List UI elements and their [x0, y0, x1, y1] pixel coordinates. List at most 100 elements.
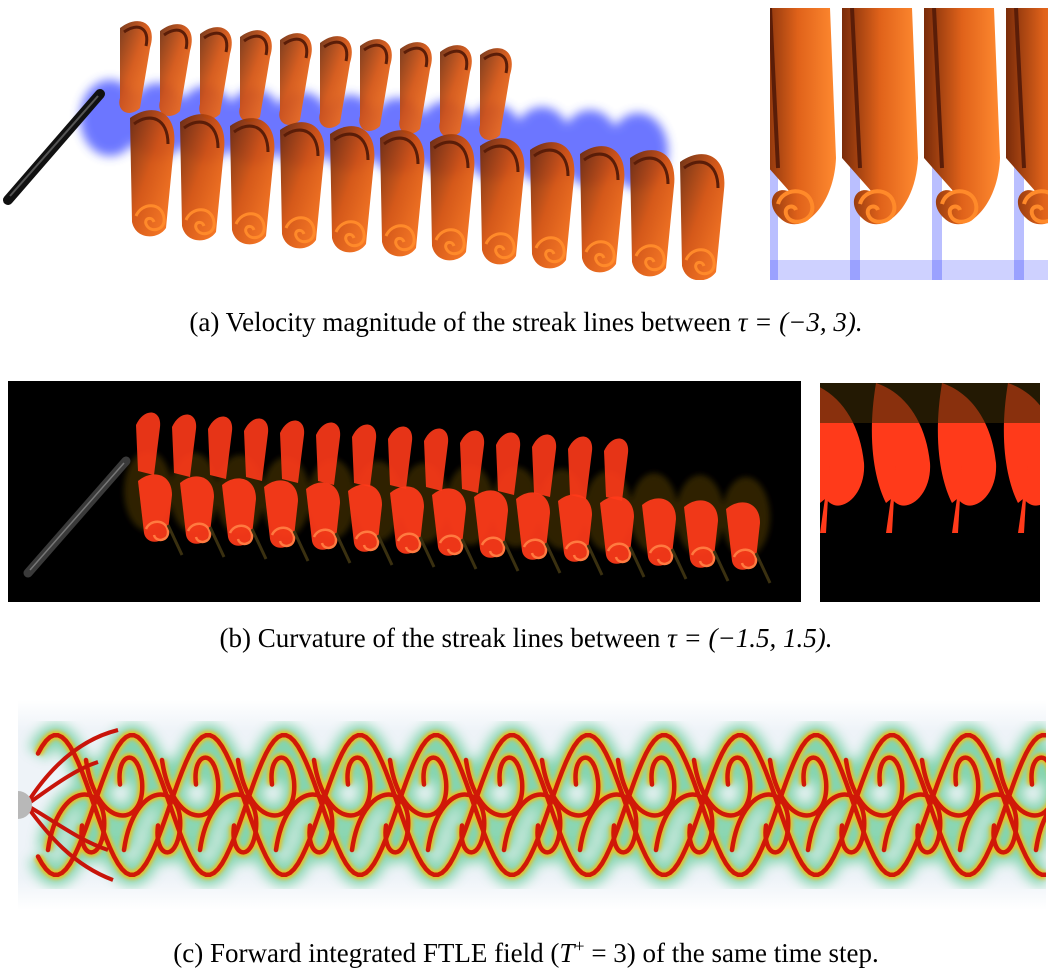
upper-sheet-edge — [203, 31, 229, 53]
curvature-closeup-render — [820, 383, 1040, 602]
lower-sheet-curl — [534, 236, 566, 264]
upper-curvature-sheet — [280, 420, 305, 483]
ftle-ridge-line — [83, 755, 1046, 818]
curvature-curl — [690, 546, 716, 568]
lower-sheet — [680, 154, 725, 280]
curvature-sheets — [136, 412, 772, 584]
lower-sheet — [480, 138, 525, 265]
upper-sheet-edge — [283, 37, 309, 59]
upper-curvature-sheet — [424, 428, 449, 491]
panel-b-main-render — [8, 381, 801, 602]
curvature-trail — [712, 550, 730, 582]
upper-sheet — [279, 33, 312, 125]
upper-curvature-sheet — [352, 424, 377, 487]
lower-sheet — [230, 118, 275, 245]
lower-sheet-curl — [684, 248, 716, 276]
closeup-curvature-filament — [952, 463, 962, 533]
upper-sheet — [319, 36, 352, 128]
curvature-curl — [270, 526, 296, 548]
ftle-field-render — [18, 700, 1046, 910]
caption-c-math2: = 3) — [584, 938, 636, 968]
lower-sheet — [130, 110, 175, 237]
lower-sheet-edge — [183, 120, 220, 149]
velocity-closeup-render — [770, 8, 1048, 280]
upper-curvature-sheet — [316, 422, 341, 485]
caption-c: (c) Forward integrated FTLE field (T+ = … — [0, 930, 1052, 969]
closeup-haze — [820, 383, 1040, 423]
lower-sheet-curl — [234, 212, 266, 240]
upper-curvature-sheet — [244, 418, 269, 481]
curvature-curl — [606, 542, 632, 564]
curvature-trail — [250, 528, 268, 560]
upper-curvature-sheet — [208, 416, 233, 479]
caption-b-math: τ = (−1.5, 1.5). — [667, 623, 833, 653]
closeup-bottom-glow — [770, 260, 1048, 280]
upper-curvature-sheet — [604, 438, 629, 501]
lower-sheet — [180, 114, 225, 241]
curvature-trail — [292, 530, 310, 562]
closeup-curl — [940, 189, 979, 224]
ftle-ridge-line — [35, 732, 1046, 878]
upper-sheet — [199, 27, 232, 119]
lower-sheet-edge — [583, 152, 620, 181]
ftle-ridge-line — [45, 792, 1046, 855]
lower-sheet — [430, 134, 475, 261]
ftle-ridge-line — [35, 732, 1046, 878]
lower-sheet-curl — [334, 220, 366, 248]
upper-curvature-sheet — [388, 426, 413, 489]
curvature-trail — [166, 524, 184, 556]
upper-sheet-edge — [243, 34, 269, 56]
lower-sheet-edge — [233, 124, 270, 153]
upper-sheet-edge — [363, 43, 389, 65]
lower-sheet — [280, 122, 325, 249]
curvature-trail — [670, 548, 688, 580]
lower-sheet — [330, 126, 375, 253]
cylinder-cross-section — [18, 791, 32, 819]
upper-vortex-row — [119, 21, 512, 140]
curvature-trail — [418, 536, 436, 568]
upper-curvature-sheet — [172, 414, 197, 477]
curvature-streak-render — [8, 381, 801, 602]
closeup-edge — [770, 8, 780, 169]
upper-sheet-edge — [443, 49, 469, 71]
closeup-sheet — [770, 8, 836, 225]
caption-c-math: T — [559, 938, 575, 968]
panel-b-closeup — [820, 383, 1040, 602]
lower-sheet — [630, 150, 675, 277]
curvature-trail — [754, 552, 772, 584]
curvature-trail — [586, 544, 604, 576]
upper-sheet-edge — [123, 25, 149, 47]
lower-sheet-curl — [134, 204, 166, 232]
upper-curvature-sheet — [568, 436, 593, 499]
lower-vortex-row — [130, 110, 725, 280]
upper-sheet-edge — [323, 40, 349, 62]
lower-sheet-curl — [384, 224, 416, 252]
closeup-edge — [1014, 8, 1026, 169]
lower-sheet-edge — [483, 144, 520, 173]
lower-sheet — [530, 142, 575, 269]
curvature-curl — [564, 540, 590, 562]
upper-sheet — [479, 48, 512, 140]
closeup-sheets — [770, 8, 1048, 280]
upper-sheet — [439, 45, 472, 137]
upper-sheet — [399, 42, 432, 134]
curvature-curl — [732, 548, 758, 570]
curvature-curl — [648, 544, 674, 566]
lower-sheet — [580, 146, 625, 273]
closeup-curl — [858, 189, 897, 224]
closeup-edge — [850, 8, 862, 169]
curvature-curl — [522, 538, 548, 560]
closeup-curl — [1022, 189, 1048, 224]
curvature-curl — [396, 532, 422, 554]
panel-a-closeup — [770, 8, 1048, 280]
lower-sheet-edge — [633, 156, 670, 185]
lower-sheet-curl — [634, 244, 666, 272]
caption-c-suffix: of the same time step. — [635, 938, 879, 968]
lower-sheet-curl — [434, 228, 466, 256]
curvature-trail — [460, 538, 478, 570]
curvature-trail — [628, 546, 646, 578]
curvature-trail — [544, 542, 562, 574]
curvature-trail — [334, 532, 352, 564]
upper-curvature-sheet — [460, 430, 485, 493]
closeup-sheet — [924, 8, 1000, 225]
